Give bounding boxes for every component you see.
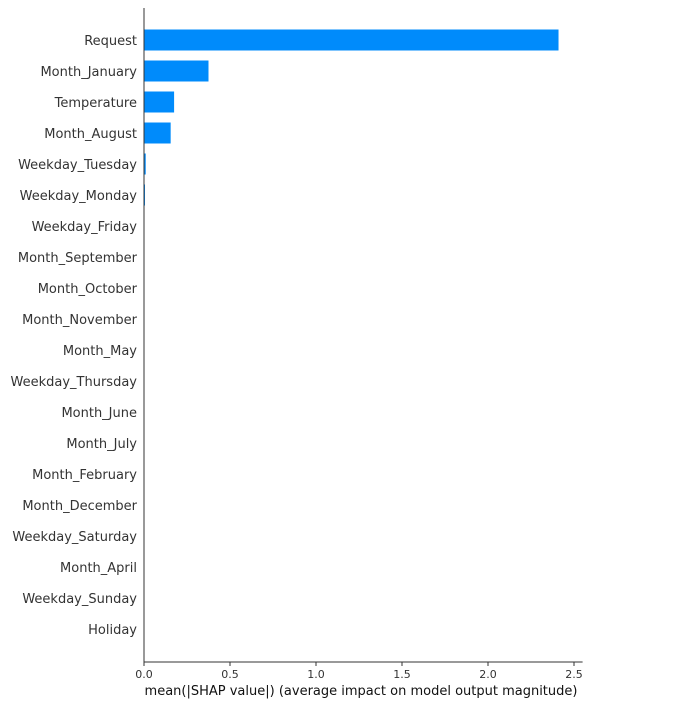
y-tick-label: Month_June bbox=[61, 406, 137, 421]
x-tick-label: 1.5 bbox=[393, 668, 411, 681]
y-tick-label: Weekday_Friday bbox=[32, 220, 138, 235]
y-tick-label: Weekday_Thursday bbox=[11, 375, 138, 390]
bar-month-august bbox=[144, 122, 171, 144]
bar-weekday-tuesday bbox=[144, 153, 146, 175]
y-tick-label: Month_August bbox=[44, 127, 137, 142]
y-tick-label: Month_September bbox=[18, 251, 138, 266]
y-tick-label: Month_November bbox=[22, 313, 138, 328]
y-axis-labels: Request Month_January Temperature Month_Aug… bbox=[11, 34, 138, 638]
bar-month-january bbox=[144, 60, 209, 82]
y-tick-label: Month_January bbox=[40, 65, 137, 80]
x-tick-label: 2.0 bbox=[479, 668, 497, 681]
y-tick-label: Weekday_Sunday bbox=[22, 592, 137, 607]
y-tick-label: Request bbox=[84, 34, 137, 49]
y-tick-label: Month_May bbox=[63, 344, 137, 359]
y-tick-label: Month_July bbox=[66, 437, 137, 452]
y-tick-label: Temperature bbox=[54, 96, 137, 111]
y-tick-label: Month_October bbox=[38, 282, 138, 297]
x-axis-label: mean(|SHAP value|) (average impact on mo… bbox=[145, 684, 578, 699]
x-tick-label: 0.0 bbox=[135, 668, 153, 681]
y-tick-label: Month_February bbox=[32, 468, 137, 483]
bar-request bbox=[144, 29, 559, 51]
x-tick-label: 1.0 bbox=[307, 668, 325, 681]
x-tick-label: 0.5 bbox=[221, 668, 239, 681]
bars-layer bbox=[144, 29, 559, 206]
x-tick-label: 2.5 bbox=[565, 668, 583, 681]
y-tick-label: Weekday_Tuesday bbox=[18, 158, 137, 173]
bar-temperature bbox=[144, 91, 175, 113]
y-tick-label: Month_April bbox=[60, 561, 137, 576]
y-tick-label: Weekday_Monday bbox=[20, 189, 138, 204]
y-tick-label: Weekday_Saturday bbox=[12, 530, 137, 545]
x-axis-ticks: 0.0 0.5 1.0 1.5 2.0 2.5 bbox=[135, 662, 583, 681]
y-tick-label: Month_December bbox=[22, 499, 137, 514]
y-tick-label: Holiday bbox=[88, 623, 137, 638]
